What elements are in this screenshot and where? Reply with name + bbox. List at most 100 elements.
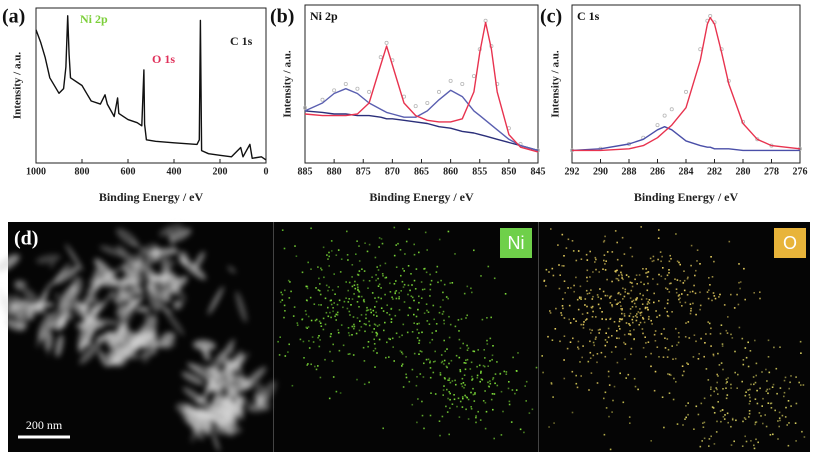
flake [210, 362, 218, 376]
map-pixel [563, 317, 566, 319]
map-pixel [743, 267, 745, 270]
map-pixel [519, 428, 522, 431]
map-pixel [416, 323, 419, 325]
map-pixel [375, 274, 377, 276]
map-pixel [681, 365, 684, 367]
map-pixel [720, 420, 722, 423]
map-pixel [788, 422, 790, 424]
map-pixel [803, 436, 806, 438]
map-pixel [575, 320, 577, 322]
map-pixel [733, 440, 735, 443]
map-pixel [340, 324, 343, 326]
map-pixel [351, 264, 354, 266]
map-pixel [507, 387, 510, 390]
data-point [378, 55, 383, 60]
x-tick-label: 875 [356, 166, 371, 177]
map-pixel [356, 301, 359, 303]
map-pixel [795, 402, 798, 405]
map-pixel [368, 324, 371, 327]
map-pixel [394, 292, 396, 295]
map-pixel [762, 422, 764, 425]
map-pixel [425, 303, 428, 305]
map-pixel [402, 323, 405, 326]
map-pixel [629, 334, 632, 336]
map-pixel [630, 347, 633, 350]
map-pixel [676, 260, 679, 263]
map-pixel [369, 308, 372, 311]
map-pixel [444, 350, 446, 353]
map-pixel [395, 290, 398, 292]
map-pixel [605, 332, 607, 334]
map-pixel [653, 292, 655, 295]
map-pixel [318, 304, 320, 306]
map-pixel [356, 240, 358, 242]
map-pixel [371, 292, 374, 294]
map-pixel [616, 241, 618, 244]
flake [79, 339, 103, 365]
map-pixel [301, 318, 304, 320]
map-pixel [318, 335, 320, 337]
map-pixel [755, 421, 758, 423]
map-pixel [307, 326, 310, 328]
map-pixel [493, 437, 495, 440]
map-pixel [681, 305, 683, 307]
map-pixel [358, 260, 361, 262]
map-tag: O [783, 233, 797, 253]
map-pixel [657, 258, 659, 261]
map-pixel [335, 254, 338, 256]
x-tick-label: 600 [121, 166, 136, 177]
data-point [698, 47, 703, 52]
map-pixel [642, 316, 644, 319]
map-pixel [429, 288, 432, 291]
flake [123, 334, 157, 349]
plot-frame [304, 4, 539, 164]
map-pixel [774, 409, 776, 412]
map-pixel [631, 300, 633, 303]
map-pixel [623, 341, 625, 344]
x-tick-label: 885 [298, 166, 313, 177]
map-pixel [375, 334, 378, 337]
map-pixel [654, 370, 657, 373]
map-pixel [717, 375, 719, 377]
map-pixel [747, 389, 749, 391]
map-pixel [411, 403, 414, 406]
map-pixel [393, 254, 396, 257]
map-pixel [581, 313, 584, 315]
data-point [355, 86, 360, 91]
map-pixel [436, 265, 439, 268]
x-tick-label: 855 [472, 166, 487, 177]
map-pixel [549, 312, 552, 314]
map-pixel [441, 360, 444, 363]
map-pixel [748, 394, 751, 396]
map-pixel [319, 293, 322, 296]
map-pixel [784, 376, 787, 379]
map-pixel [647, 301, 649, 303]
map-pixel [699, 445, 702, 448]
map-pixel [441, 415, 444, 418]
map-pixel [586, 293, 589, 295]
map-pixel [357, 286, 359, 289]
flake [226, 382, 232, 419]
map-pixel [607, 336, 610, 339]
map-pixel [458, 416, 461, 418]
map-pixel [351, 276, 353, 278]
flake [109, 290, 118, 301]
map-pixel [662, 356, 665, 358]
map-pixel [442, 291, 444, 294]
map-pixel [564, 292, 566, 294]
map-pixel [647, 308, 649, 311]
map-pixel [670, 282, 672, 285]
y-axis-title: Intensity / a.u. [282, 50, 294, 117]
data-point [343, 82, 348, 87]
map-pixel [444, 377, 446, 380]
map-pixel [585, 253, 588, 256]
map-pixel [682, 282, 685, 284]
map-pixel [461, 385, 464, 388]
map-pixel [650, 440, 652, 442]
map-pixel [633, 302, 636, 305]
map-pixel [641, 328, 644, 330]
map-pixel [515, 389, 518, 391]
map-pixel [349, 353, 351, 355]
map-pixel [463, 374, 466, 376]
map-pixel [475, 421, 477, 424]
